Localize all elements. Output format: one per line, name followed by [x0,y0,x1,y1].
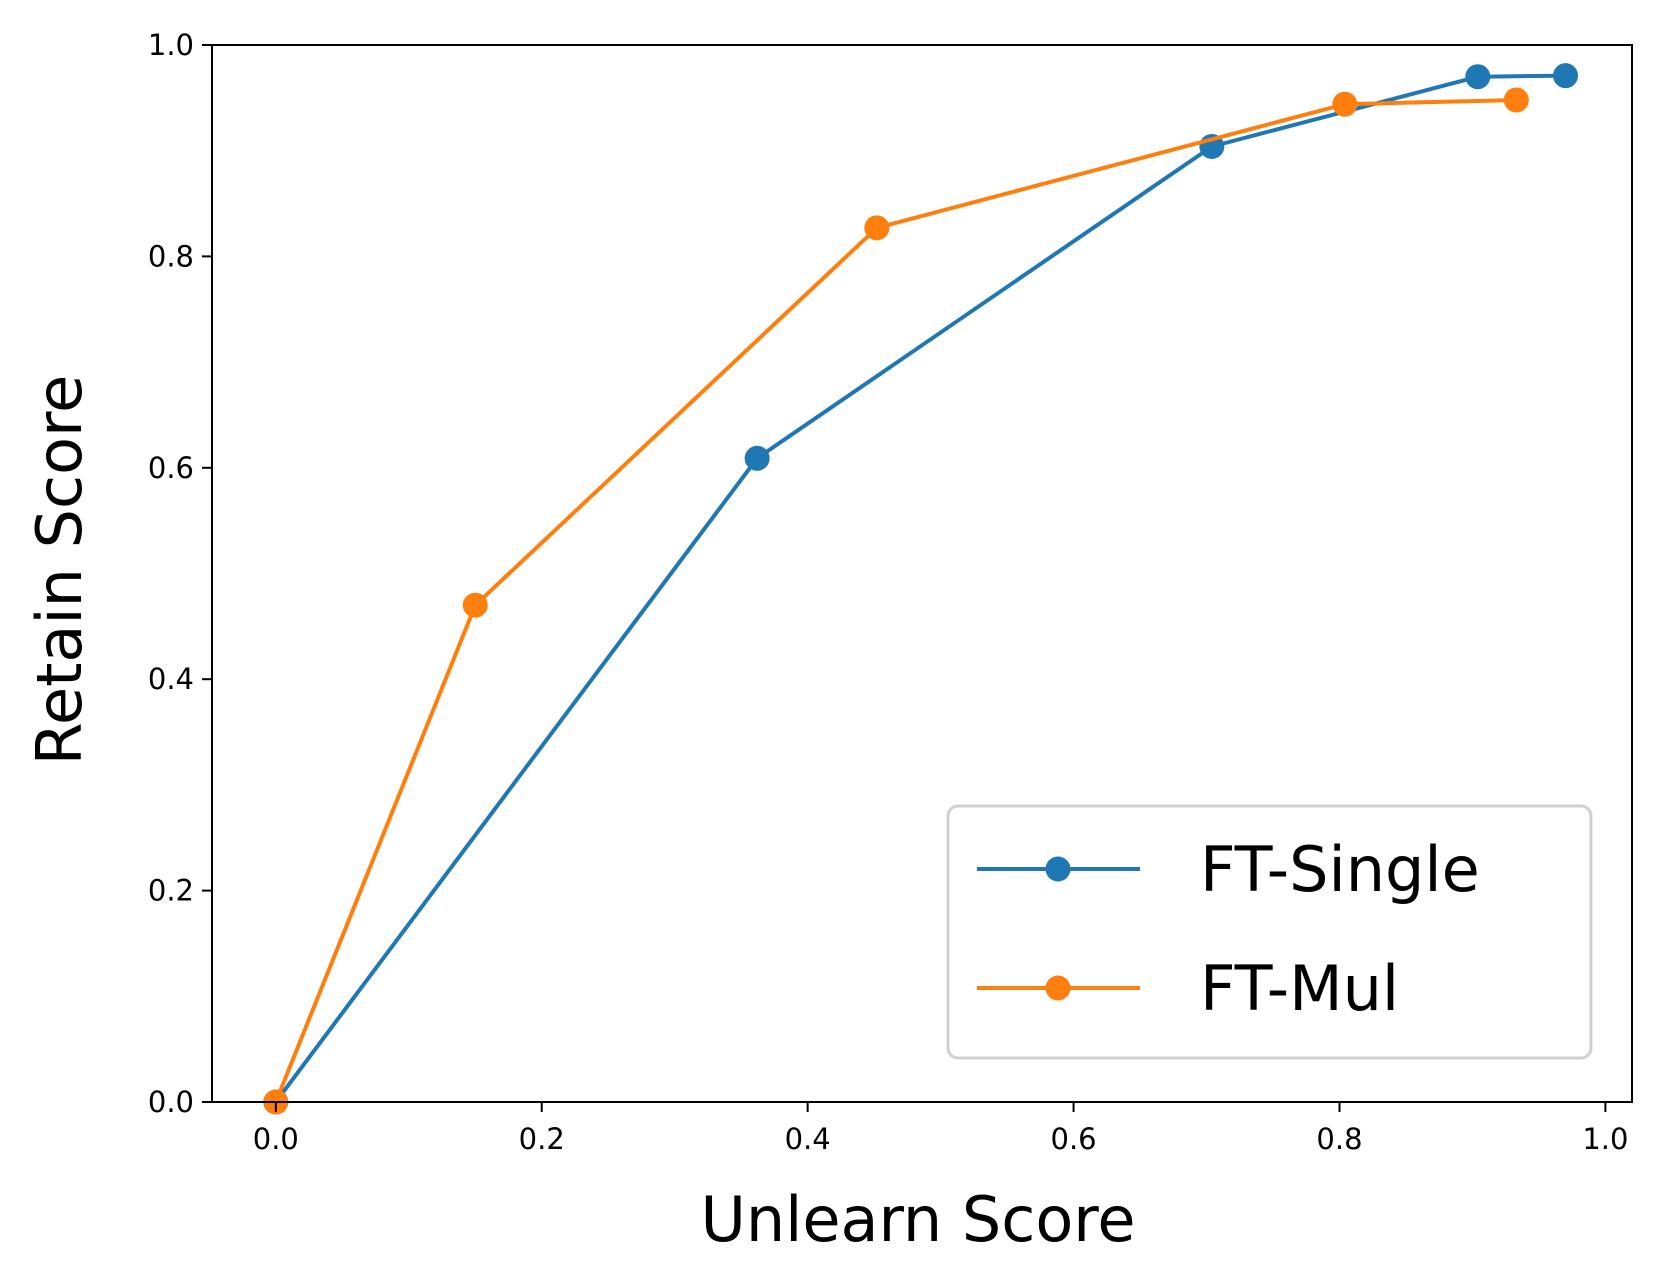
series-1 [263,87,1529,1115]
legend: FT-Single FT-Mul [946,804,1593,1060]
data-point [462,592,488,618]
x-tick-label: 0.0 [253,1122,299,1156]
y-tick-label: 1.0 [148,28,194,62]
axes: 0.0 0.2 0.4 0.6 0.8 1.0 0.0 0.2 0.4 0.6 0.8 1.0 [148,28,1633,1156]
legend-marker [1045,856,1071,882]
x-tick-label: 0.2 [519,1122,565,1156]
data-point [1503,87,1529,113]
y-tick-label: 0.2 [148,874,194,908]
y-tick-label: 0.6 [148,451,194,485]
data-point [744,445,770,471]
x-tick-label: 0.6 [1051,1122,1097,1156]
legend-item-0: FT-Single [977,833,1480,906]
legend-marker [1045,975,1071,1001]
x-tick-label: 0.8 [1316,1122,1362,1156]
plot-area [263,63,1579,1115]
legend-item-1: FT-Mul [977,952,1399,1025]
axes-frame [211,44,1633,1103]
x-tick-label: 1.0 [1582,1122,1628,1156]
data-point [1553,63,1579,89]
x-tick-label: 0.4 [785,1122,831,1156]
legend-label: FT-Single [1200,833,1480,906]
data-point [864,215,890,241]
y-axis-label: Retain Score [23,375,96,766]
data-point [1332,91,1358,117]
y-tick-label: 0.8 [148,239,194,273]
y-tick-label: 0.0 [148,1085,194,1119]
x-axis-label: Unlearn Score [700,1183,1135,1256]
y-tick-label: 0.4 [148,662,194,696]
data-point [1465,64,1491,90]
legend-label: FT-Mul [1200,952,1399,1025]
